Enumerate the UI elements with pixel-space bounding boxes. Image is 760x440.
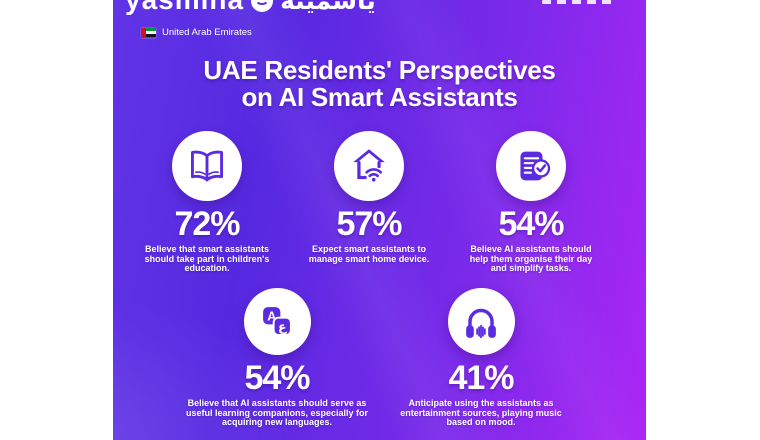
task-checklist-icon (520, 151, 551, 181)
page-title: UAE Residents' Perspectives on AI Smart … (113, 57, 646, 111)
brand-smiley-icon (251, 0, 274, 12)
stat-caption: Believe AI assistants should help them o… (469, 244, 593, 274)
page-title-line2: on AI Smart Assistants (241, 82, 518, 112)
stat-caption: Believe that AI assistants should serve … (185, 398, 369, 428)
open-book-icon (190, 150, 224, 182)
smart-home-wifi-icon (353, 149, 385, 182)
brand-wordmark-arabic: ياسمينة (280, 0, 376, 15)
uae-flag-icon (141, 27, 156, 38)
stats-row-bottom: A ع 54% Believe that AI assistants shoul… (177, 288, 581, 428)
svg-text:ع: ع (278, 319, 287, 334)
stat-caption: Expect smart assistants to manage smart … (308, 244, 430, 264)
stat-card-languages: A ع 54% Believe that AI assistants shoul… (177, 288, 377, 428)
country-row: United Arab Emirates (141, 27, 252, 38)
stat-caption: Anticipate using the assistants as enter… (400, 398, 562, 428)
stat-card-smart-home: 57% Expect smart assistants to manage sm… (289, 131, 449, 274)
stat-badge (172, 131, 242, 201)
brand-wordmark: yasmina (125, 0, 244, 16)
infographic-panel: yasmina ياسمينة United Arab Emirates UAE… (113, 0, 646, 440)
cropped-logo-marks (542, 0, 616, 4)
stat-caption: Believe that smart assistants should tak… (144, 244, 270, 274)
stat-badge (334, 131, 404, 201)
page-title-line1: UAE Residents' Perspectives (203, 55, 556, 85)
stat-percent: 41% (448, 359, 514, 397)
country-label: United Arab Emirates (162, 27, 252, 38)
headphones-music-icon (466, 308, 496, 338)
stat-percent: 57% (336, 205, 402, 243)
stat-badge (496, 131, 566, 201)
brand-logo: yasmina ياسمينة (125, 0, 376, 16)
language-translation-icon: A ع (263, 306, 292, 336)
stat-card-entertainment: 41% Anticipate using the assistants as e… (381, 288, 581, 428)
stat-percent: 72% (174, 205, 240, 243)
stat-card-organise-tasks: 54% Believe AI assistants should help th… (451, 131, 611, 274)
stat-percent: 54% (498, 205, 564, 243)
stat-badge (447, 288, 515, 355)
stat-badge: A ع (243, 288, 311, 355)
stat-card-education: 72% Believe that smart assistants should… (127, 131, 287, 274)
svg-text:A: A (267, 309, 276, 323)
stats-row-top: 72% Believe that smart assistants should… (127, 131, 611, 274)
stat-percent: 54% (244, 359, 310, 397)
